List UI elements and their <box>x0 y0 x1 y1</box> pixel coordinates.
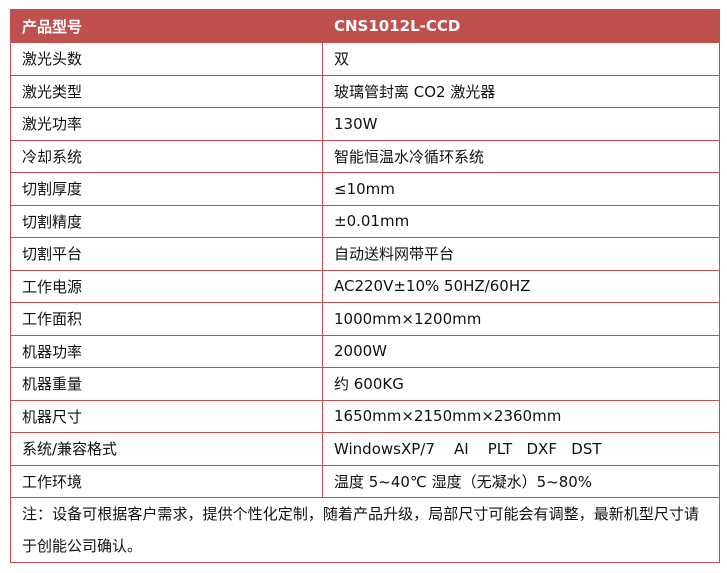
table-row: 机器尺寸 1650mm×2150mm×2360mm <box>10 399 720 433</box>
spec-value: 1000mm×1200mm <box>322 302 720 336</box>
spec-label: 激光头数 <box>10 42 323 76</box>
header-value: CNS1012L-CCD <box>322 9 720 43</box>
spec-value: 约 600KG <box>322 367 720 401</box>
table-row: 切割平台 自动送料网带平台 <box>10 237 720 271</box>
spec-value: AC220V±10% 50HZ/60HZ <box>322 269 720 303</box>
table-row: 激光功率 130W <box>10 107 720 141</box>
spec-label: 激光类型 <box>10 74 323 108</box>
spec-value: WindowsXP/7 AI PLT DXF DST <box>322 432 720 466</box>
note-row: 注：设备可根据客户需求，提供个性化定制，随着产品升级，局部尺寸可能会有调整，最新… <box>10 497 720 563</box>
spec-label: 工作面积 <box>10 302 323 336</box>
spec-label: 切割平台 <box>10 237 323 271</box>
spec-value: 玻璃管封离 CO2 激光器 <box>322 74 720 108</box>
spec-label: 机器功率 <box>10 334 323 368</box>
table-row: 系统/兼容格式 WindowsXP/7 AI PLT DXF DST <box>10 432 720 466</box>
spec-value: 双 <box>322 42 720 76</box>
table-row: 激光头数双 <box>10 42 720 76</box>
spec-label: 机器尺寸 <box>10 399 323 433</box>
spec-value: ±0.01mm <box>322 204 720 238</box>
table-row: 冷却系统 智能恒温水冷循环系统 <box>10 139 720 173</box>
header-row: 产品型号 CNS1012L-CCD <box>10 9 720 43</box>
spec-value: 智能恒温水冷循环系统 <box>322 139 720 173</box>
header-label: 产品型号 <box>10 9 323 43</box>
table-row: 工作电源 AC220V±10% 50HZ/60HZ <box>10 269 720 303</box>
spec-value: 自动送料网带平台 <box>322 237 720 271</box>
spec-label: 机器重量 <box>10 367 323 401</box>
table-row: 工作面积 1000mm×1200mm <box>10 302 720 336</box>
spec-value: 130W <box>322 107 720 141</box>
table-row: 切割厚度 ≤10mm <box>10 172 720 206</box>
spec-value: ≤10mm <box>322 172 720 206</box>
spec-label: 激光功率 <box>10 107 323 141</box>
spec-label: 切割厚度 <box>10 172 323 206</box>
table-row: 激光类型 玻璃管封离 CO2 激光器 <box>10 74 720 108</box>
note-text: 注：设备可根据客户需求，提供个性化定制，随着产品升级，局部尺寸可能会有调整，最新… <box>10 497 720 563</box>
spec-value: 温度 5~40℃ 湿度（无凝水）5~80% <box>322 464 720 498</box>
table-row: 切割精度 ±0.01mm <box>10 204 720 238</box>
spec-value: 1650mm×2150mm×2360mm <box>322 399 720 433</box>
spec-value: 2000W <box>322 334 720 368</box>
spec-label: 冷却系统 <box>10 139 323 173</box>
table-row: 机器重量约 600KG <box>10 367 720 401</box>
spec-table: 产品型号 CNS1012L-CCD 激光头数双激光类型 玻璃管封离 CO2 激光器… <box>10 9 720 563</box>
table-row: 机器功率 2000W <box>10 334 720 368</box>
spec-label: 工作电源 <box>10 269 323 303</box>
spec-label: 工作环境 <box>10 464 323 498</box>
spec-label: 系统/兼容格式 <box>10 432 323 466</box>
table-row: 工作环境 温度 5~40℃ 湿度（无凝水）5~80% <box>10 464 720 498</box>
spec-label: 切割精度 <box>10 204 323 238</box>
